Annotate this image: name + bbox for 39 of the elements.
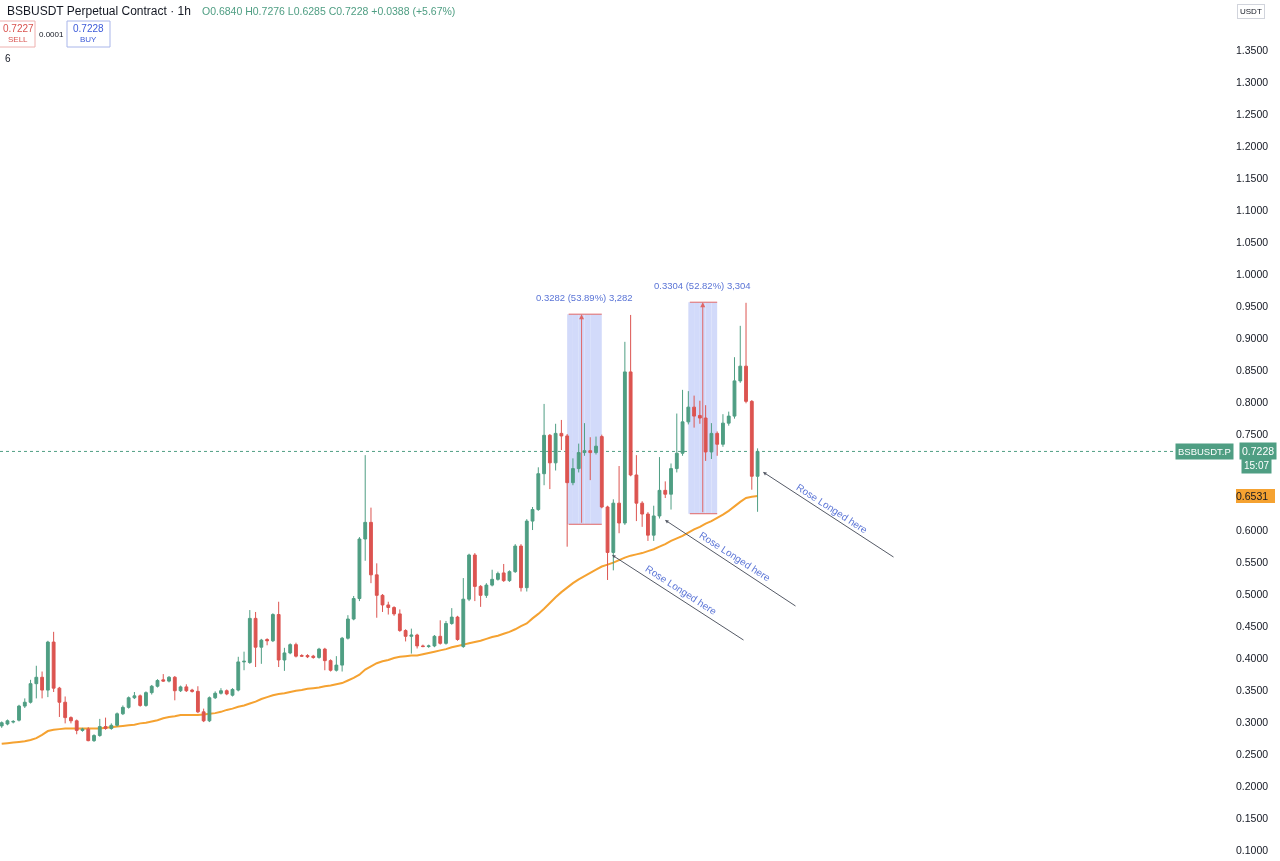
annotation: 0.7228 — [73, 23, 105, 34]
y-axis-title: USDT — [1240, 7, 1262, 16]
series-label: 0.3282 (53.89%) 3,282 — [536, 292, 633, 303]
annotation: 0.0001 — [39, 30, 65, 39]
y-tick-label: 0.8500 — [1236, 363, 1269, 376]
y-tick-label: 0.5500 — [1236, 555, 1269, 568]
annotation: BUY — [80, 35, 98, 44]
y-tick-label: 1.1000 — [1236, 203, 1269, 216]
text: 15:07 — [1244, 460, 1270, 471]
y-tick-label: 0.2000 — [1236, 779, 1269, 792]
annotation: 6 — [5, 53, 11, 64]
text: 0.7228 — [1242, 445, 1275, 457]
y-tick-label: 0.4500 — [1236, 619, 1269, 632]
y-tick-label: 0.9000 — [1236, 331, 1269, 344]
chart-title: BSBUSDT Perpetual Contract · 1h — [7, 4, 191, 19]
y-tick-label: 0.9500 — [1236, 299, 1269, 312]
y-tick-label: 0.1000 — [1236, 843, 1269, 856]
y-tick-label: 0.6531 — [1236, 489, 1269, 502]
y-tick-label: 0.3500 — [1236, 683, 1269, 696]
annotation: 0.7227 — [3, 23, 35, 34]
y-tick-label: 1.3500 — [1236, 43, 1269, 56]
text: O0.6840 H0.7276 L0.6285 C0.7228 +0.0388 (+5.67%) — [202, 5, 456, 17]
y-tick-label: 1.1500 — [1236, 171, 1269, 184]
y-tick-label: 0.3000 — [1236, 715, 1269, 728]
y-tick-label: 1.0000 — [1236, 267, 1269, 280]
y-tick-label: 0.5000 — [1236, 587, 1269, 600]
y-tick-label: 0.1500 — [1236, 811, 1269, 824]
y-tick-label: 0.8000 — [1236, 395, 1269, 408]
ref-line-label: BSBUSDT.P — [1178, 446, 1231, 457]
y-tick-label: 1.2500 — [1236, 107, 1269, 120]
y-tick-label: 1.3000 — [1236, 75, 1269, 88]
y-tick-label: 1.2000 — [1236, 139, 1269, 152]
y-tick-label: 0.6000 — [1236, 523, 1269, 536]
annotation: SELL — [8, 35, 29, 44]
y-tick-label: 0.4000 — [1236, 651, 1269, 664]
y-tick-label: 0.2500 — [1236, 747, 1269, 760]
series-label: 0.3304 (52.82%) 3,304 — [654, 280, 751, 291]
y-tick-label: 1.0500 — [1236, 235, 1269, 248]
y-tick-label: 0.7500 — [1236, 427, 1269, 440]
